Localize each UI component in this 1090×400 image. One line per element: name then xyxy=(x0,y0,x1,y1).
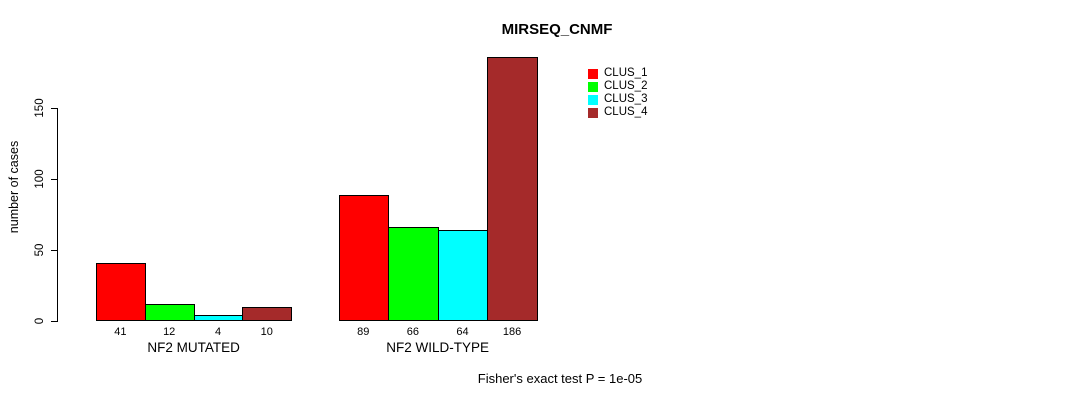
group-label-nf2-wild-type: NF2 WILD-TYPE xyxy=(386,340,490,355)
bar-clus_1-wildtype xyxy=(338,195,390,321)
bar-clus_2-mutated xyxy=(144,304,195,321)
bar-clus_3-wildtype xyxy=(437,230,489,321)
bar-clus_1-mutated xyxy=(96,263,146,321)
legend-label: CLUS_4 xyxy=(604,105,648,118)
y-axis-tick xyxy=(51,250,58,251)
legend-item-clus_3: CLUS_3 xyxy=(588,93,647,106)
legend-label: CLUS_2 xyxy=(604,79,648,92)
y-axis-tick-label: 150 xyxy=(34,98,46,118)
bar-value-label: 66 xyxy=(406,326,420,338)
legend-label: CLUS_3 xyxy=(604,92,648,105)
y-axis-tick-label: 0 xyxy=(34,317,46,325)
y-axis-tick xyxy=(51,321,58,322)
bar-value-label: 10 xyxy=(260,326,273,338)
y-axis-tick xyxy=(51,179,58,180)
y-axis-tick xyxy=(51,108,58,109)
legend-item-clus_1: CLUS_1 xyxy=(588,67,647,80)
y-axis-label: number of cases xyxy=(7,140,21,234)
legend: CLUS_1 CLUS_2 CLUS_3 CLUS_4 xyxy=(588,67,647,119)
fisher-test-annotation: Fisher's exact test P = 1e-05 xyxy=(477,371,643,386)
bar-value-label: 12 xyxy=(163,326,176,338)
chart-title: MIRSEQ_CNMF xyxy=(501,21,613,38)
group-label-nf2-mutated: NF2 MUTATED xyxy=(147,340,240,355)
bar-value-label: 41 xyxy=(114,326,127,338)
legend-label: CLUS_1 xyxy=(604,66,648,79)
bar-value-label: 64 xyxy=(456,326,469,338)
legend-swatch-icon xyxy=(588,68,598,79)
legend-swatch-icon xyxy=(588,94,598,105)
legend-item-clus_4: CLUS_4 xyxy=(588,106,647,119)
legend-swatch-icon xyxy=(588,81,598,92)
bar-clus_4-wildtype xyxy=(487,57,538,321)
bar-value-label: 89 xyxy=(357,326,370,338)
bar-clus_4-mutated xyxy=(242,307,293,321)
y-axis-tick-label: 100 xyxy=(34,169,46,189)
bar-value-label: 186 xyxy=(502,326,522,338)
legend-item-clus_2: CLUS_2 xyxy=(588,80,647,93)
legend-swatch-icon xyxy=(588,107,598,118)
bar-clus_3-mutated xyxy=(193,315,244,321)
y-axis-tick-label: 50 xyxy=(34,243,46,257)
bar-clus_2-wildtype xyxy=(388,227,439,321)
bar-value-label: 4 xyxy=(214,326,222,338)
y-axis-line xyxy=(57,108,58,322)
